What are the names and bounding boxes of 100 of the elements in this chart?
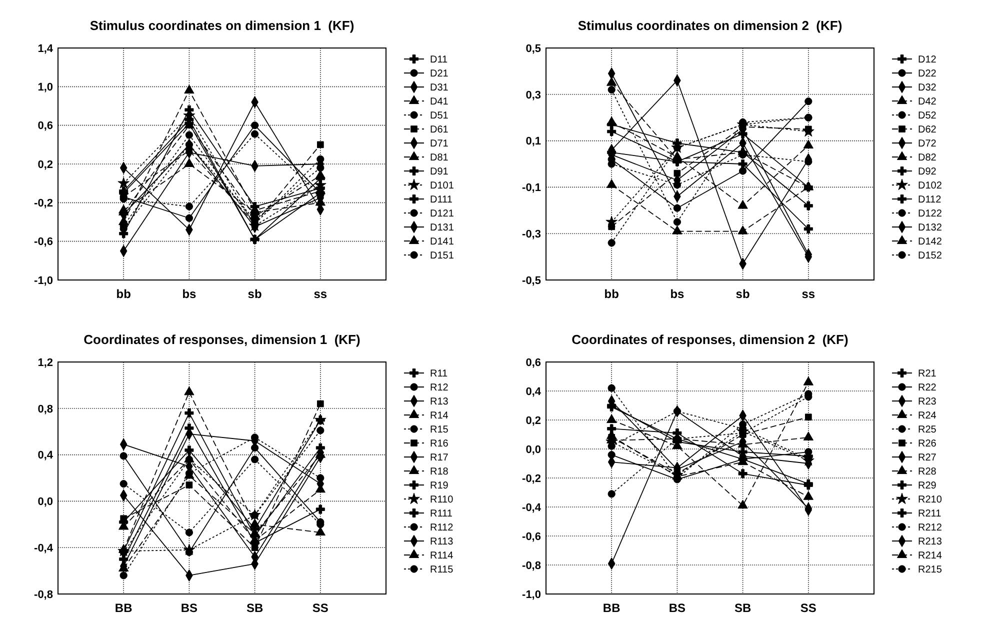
legend-label: R110 bbox=[430, 494, 454, 506]
x-tick-label: bb bbox=[604, 287, 619, 301]
legend-label: R25 bbox=[918, 424, 937, 436]
legend-label: R114 bbox=[430, 550, 454, 562]
legend-label: R14 bbox=[430, 410, 449, 422]
y-tick-label: -0,8 bbox=[34, 588, 53, 601]
legend-label: R17 bbox=[430, 452, 449, 464]
legend-label: R28 bbox=[918, 466, 937, 478]
x-tick-label: SS bbox=[800, 601, 816, 615]
legend-label: R11 bbox=[430, 368, 448, 380]
legend-label: R12 bbox=[430, 382, 449, 394]
y-tick-label: -0,5 bbox=[522, 274, 541, 287]
y-tick-label: -1,0 bbox=[522, 588, 541, 601]
x-tick-label: bs bbox=[182, 287, 197, 301]
legend-label: R26 bbox=[918, 438, 937, 450]
legend-label: D71 bbox=[430, 138, 449, 150]
y-tick-label: -0,4 bbox=[522, 502, 542, 514]
y-tick-label: -0,2 bbox=[34, 198, 53, 210]
legend-label: R115 bbox=[430, 564, 454, 576]
legend-label: D52 bbox=[918, 110, 937, 122]
y-tick-label: -0,2 bbox=[522, 472, 541, 485]
legend-label: D61 bbox=[430, 124, 449, 136]
legend-label: D101 bbox=[430, 180, 454, 192]
x-tick-label: sb bbox=[248, 287, 262, 301]
legend-label: D112 bbox=[918, 194, 942, 206]
legend-label: R27 bbox=[918, 452, 937, 464]
legend-label: R113 bbox=[430, 536, 454, 548]
legend-label: D111 bbox=[430, 194, 453, 206]
y-tick-label: 0,0 bbox=[38, 496, 53, 508]
legend-label: D152 bbox=[918, 250, 942, 262]
legend-label: D11 bbox=[430, 54, 448, 66]
legend-label: D51 bbox=[430, 110, 449, 122]
y-tick-label: 0,5 bbox=[526, 42, 541, 55]
legend-label: R213 bbox=[918, 536, 942, 548]
x-tick-label: bb bbox=[116, 287, 131, 301]
legend-label: D81 bbox=[430, 152, 449, 164]
legend-label: R215 bbox=[918, 564, 942, 576]
x-tick-label: SB bbox=[734, 601, 752, 615]
legend-label: D42 bbox=[918, 96, 937, 108]
legend-label: R21 bbox=[918, 368, 937, 380]
legend-label: R24 bbox=[918, 410, 937, 422]
legend-label: R18 bbox=[430, 466, 449, 478]
y-tick-label: -0,3 bbox=[522, 228, 541, 240]
x-tick-label: ss bbox=[314, 287, 328, 301]
x-tick-label: BS bbox=[668, 601, 686, 615]
y-tick-label: 0,4 bbox=[526, 386, 542, 398]
y-tick-label: -0,6 bbox=[522, 530, 541, 543]
chart-title: Stimulus coordinates on dimension 1 (KF) bbox=[90, 18, 354, 33]
legend-label: D72 bbox=[918, 138, 937, 150]
legend-label: D91 bbox=[430, 166, 449, 178]
legend-label: R111 bbox=[430, 508, 453, 520]
legend-label: D12 bbox=[918, 54, 937, 66]
chart-title: Coordinates of responses, dimension 2 (KF) bbox=[572, 332, 848, 347]
legend-label: D122 bbox=[918, 208, 942, 220]
y-tick-label: -0,4 bbox=[34, 542, 54, 554]
x-tick-label: SS bbox=[312, 601, 328, 615]
x-tick-label: SB bbox=[246, 601, 264, 615]
chart-title: Stimulus coordinates on dimension 2 (KF) bbox=[578, 18, 842, 33]
y-tick-label: 0,4 bbox=[38, 450, 54, 462]
legend-label: D102 bbox=[918, 180, 942, 192]
legend-label: R212 bbox=[918, 522, 942, 534]
legend-label: R15 bbox=[430, 424, 449, 436]
y-tick-label: 0,1 bbox=[526, 136, 541, 148]
legend-label: D82 bbox=[918, 152, 937, 164]
legend-label: R214 bbox=[918, 550, 942, 562]
legend-label: D62 bbox=[918, 124, 937, 136]
legend-label: D31 bbox=[430, 82, 449, 94]
x-tick-label: BB bbox=[114, 601, 133, 615]
legend-label: D121 bbox=[430, 208, 454, 220]
legend-label: R19 bbox=[430, 480, 449, 492]
legend-label: D21 bbox=[430, 68, 449, 80]
y-tick-label: 0,2 bbox=[38, 158, 53, 171]
x-tick-label: sb bbox=[736, 287, 750, 301]
legend-label: D41 bbox=[430, 96, 449, 108]
y-tick-label: 0,6 bbox=[38, 120, 53, 132]
chart-title: Coordinates of responses, dimension 1 (KF) bbox=[84, 332, 360, 347]
x-tick-label: BS bbox=[180, 601, 198, 615]
y-tick-label: -1,0 bbox=[34, 274, 53, 287]
y-tick-label: 0,0 bbox=[526, 444, 541, 456]
legend-label: R112 bbox=[430, 522, 454, 534]
x-tick-label: BB bbox=[602, 601, 621, 615]
y-tick-label: 1,4 bbox=[38, 42, 54, 55]
legend-label: D131 bbox=[430, 222, 454, 234]
y-tick-label: -0,1 bbox=[522, 182, 541, 194]
y-tick-label: 1,0 bbox=[38, 82, 53, 94]
legend-label: R16 bbox=[430, 438, 449, 450]
x-tick-label: ss bbox=[802, 287, 816, 301]
legend-label: D92 bbox=[918, 166, 937, 178]
x-tick-label: bs bbox=[670, 287, 685, 301]
legend-label: R29 bbox=[918, 480, 937, 492]
legend-label: D142 bbox=[918, 236, 942, 248]
legend-label: D132 bbox=[918, 222, 942, 234]
legend-label: R22 bbox=[918, 382, 937, 394]
legend-label: R13 bbox=[430, 396, 449, 408]
legend-label: R211 bbox=[918, 508, 942, 520]
y-tick-label: -0,8 bbox=[522, 560, 541, 572]
y-tick-label: -0,6 bbox=[34, 236, 53, 248]
y-tick-label: 0,2 bbox=[526, 414, 541, 427]
y-tick-label: 0,3 bbox=[526, 89, 541, 102]
y-tick-label: 0,6 bbox=[526, 356, 541, 369]
